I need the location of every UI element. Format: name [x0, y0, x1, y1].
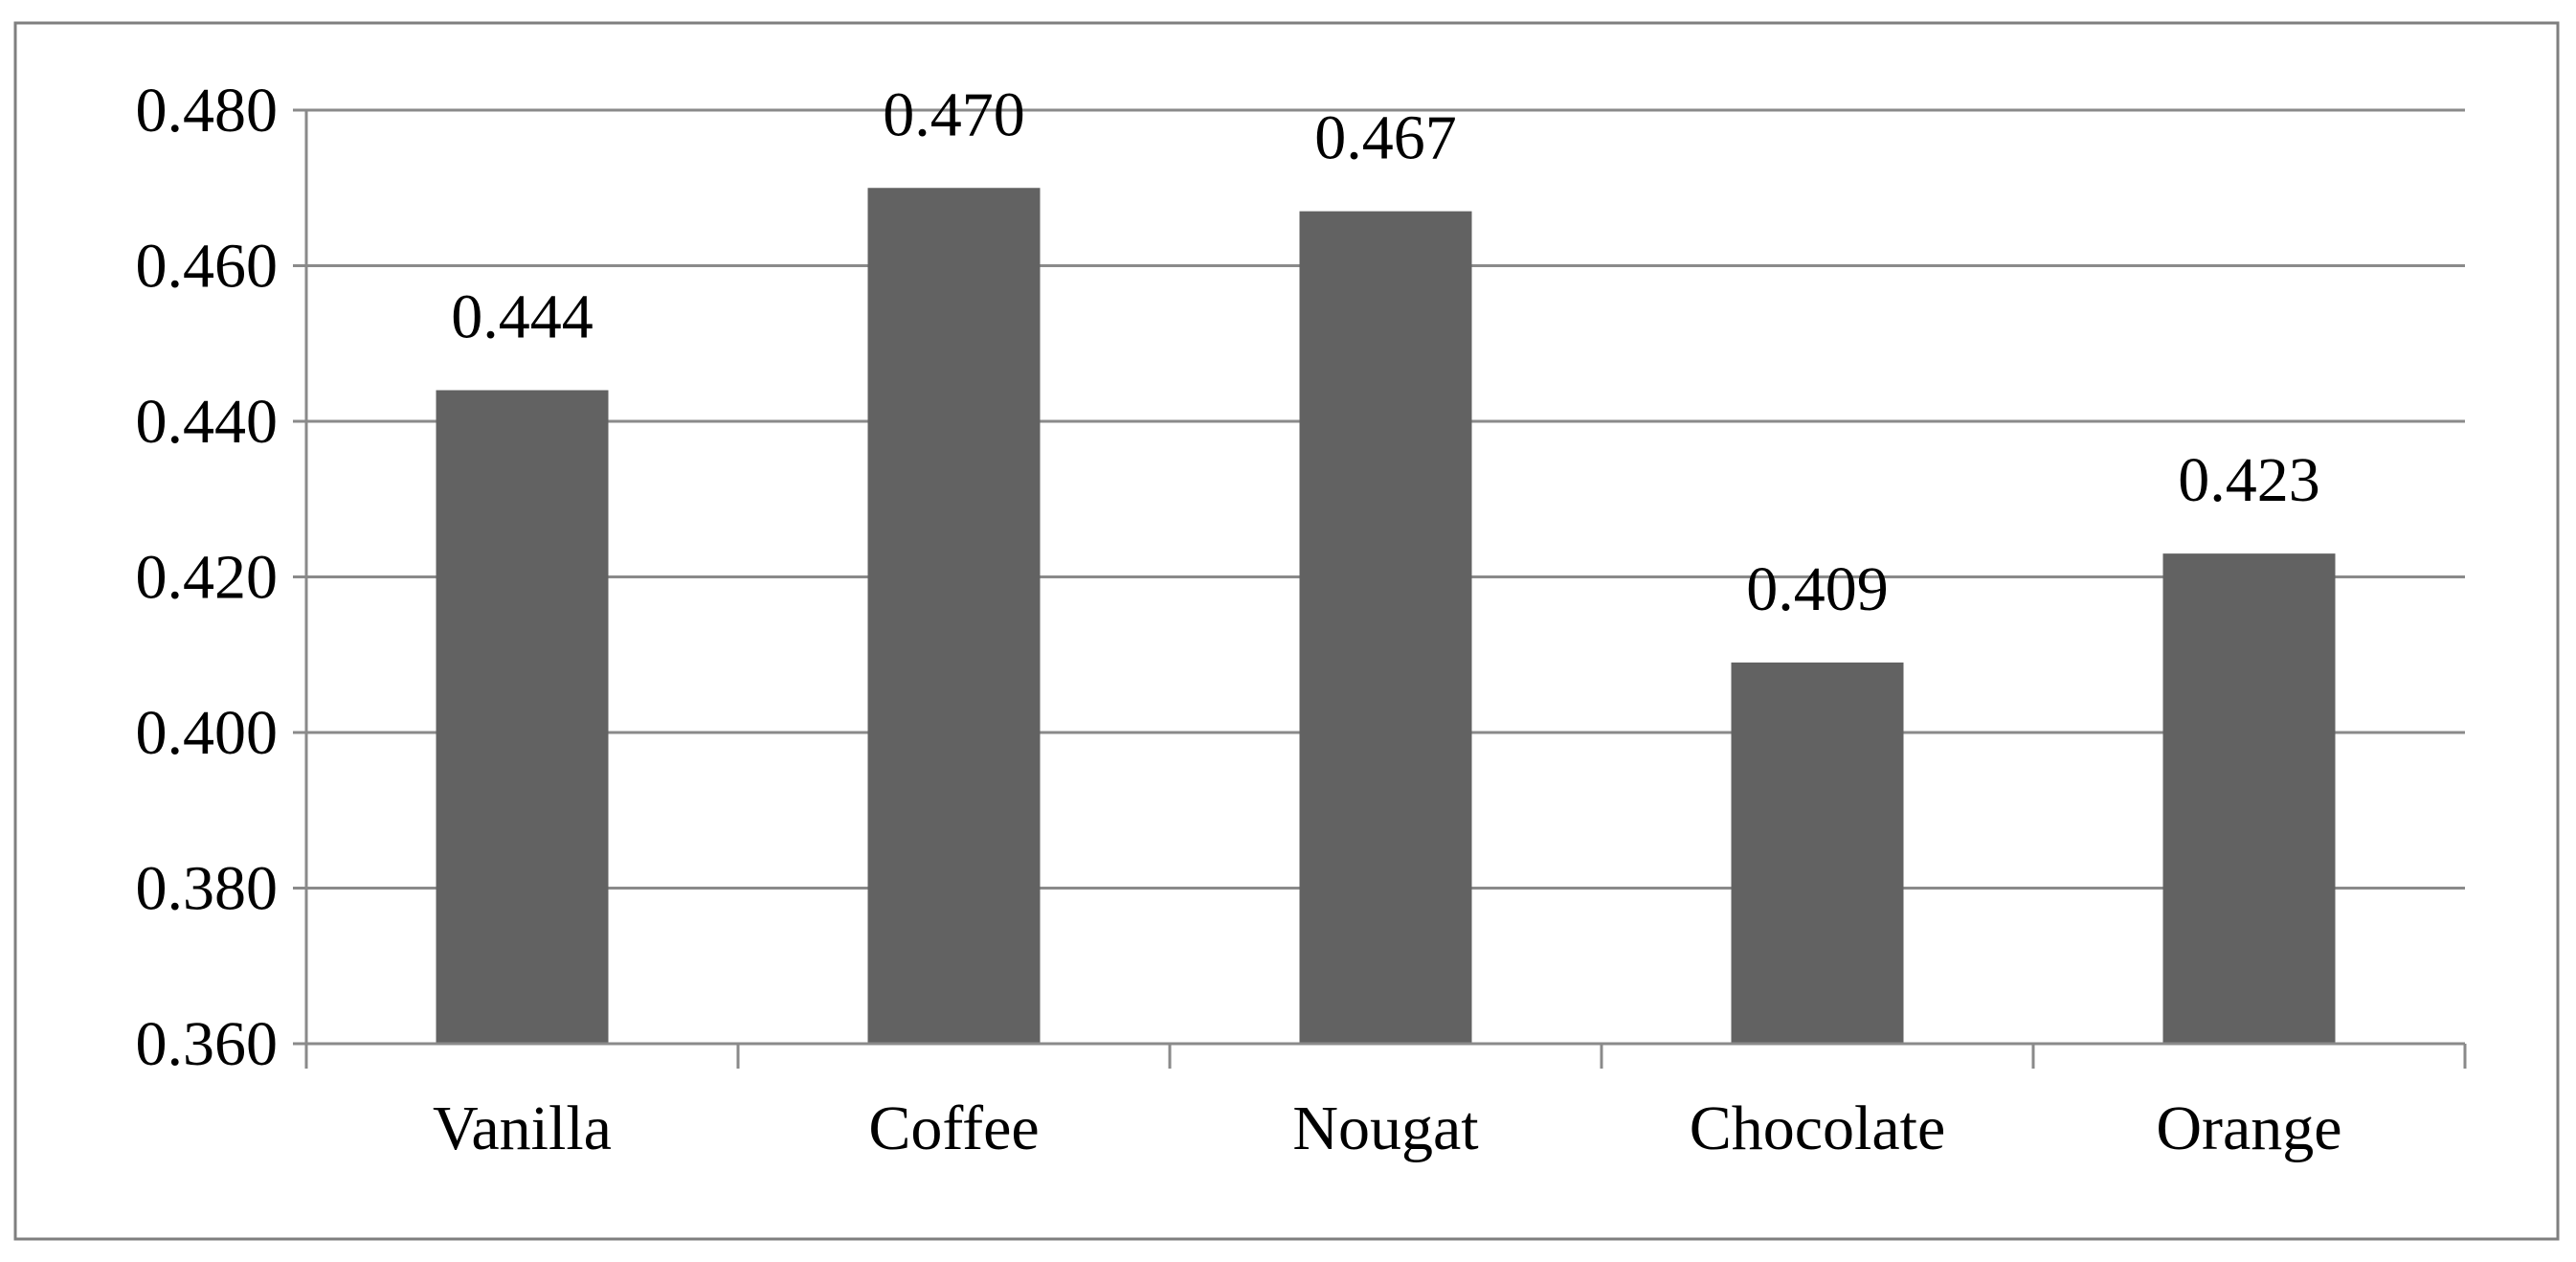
data-label: 0.467 — [1314, 103, 1457, 173]
y-tick-label: 0.360 — [136, 1009, 279, 1079]
y-tick-label: 0.460 — [136, 232, 279, 302]
y-tick-label: 0.440 — [136, 387, 279, 457]
x-tick-label: Nougat — [1292, 1093, 1478, 1163]
x-tick-label: Chocolate — [1690, 1093, 1946, 1163]
bar-chocolate — [1731, 662, 1904, 1044]
bar-coffee — [867, 188, 1041, 1044]
bar-vanilla — [436, 390, 609, 1044]
data-label: 0.470 — [883, 79, 1025, 149]
chart-border — [13, 21, 2560, 1241]
x-tick-label: Vanilla — [433, 1093, 612, 1163]
y-tick-label: 0.480 — [136, 76, 279, 146]
y-tick-label: 0.380 — [136, 854, 279, 924]
data-label: 0.444 — [451, 282, 594, 352]
y-tick-label: 0.420 — [136, 543, 279, 613]
data-label: 0.409 — [1746, 554, 1889, 624]
bar-orange — [2162, 553, 2336, 1044]
bar-nougat — [1299, 211, 1472, 1044]
y-tick-label: 0.400 — [136, 698, 279, 768]
x-tick-label: Coffee — [868, 1093, 1039, 1163]
x-tick-label: Orange — [2156, 1093, 2341, 1163]
data-label: 0.423 — [2178, 445, 2320, 515]
